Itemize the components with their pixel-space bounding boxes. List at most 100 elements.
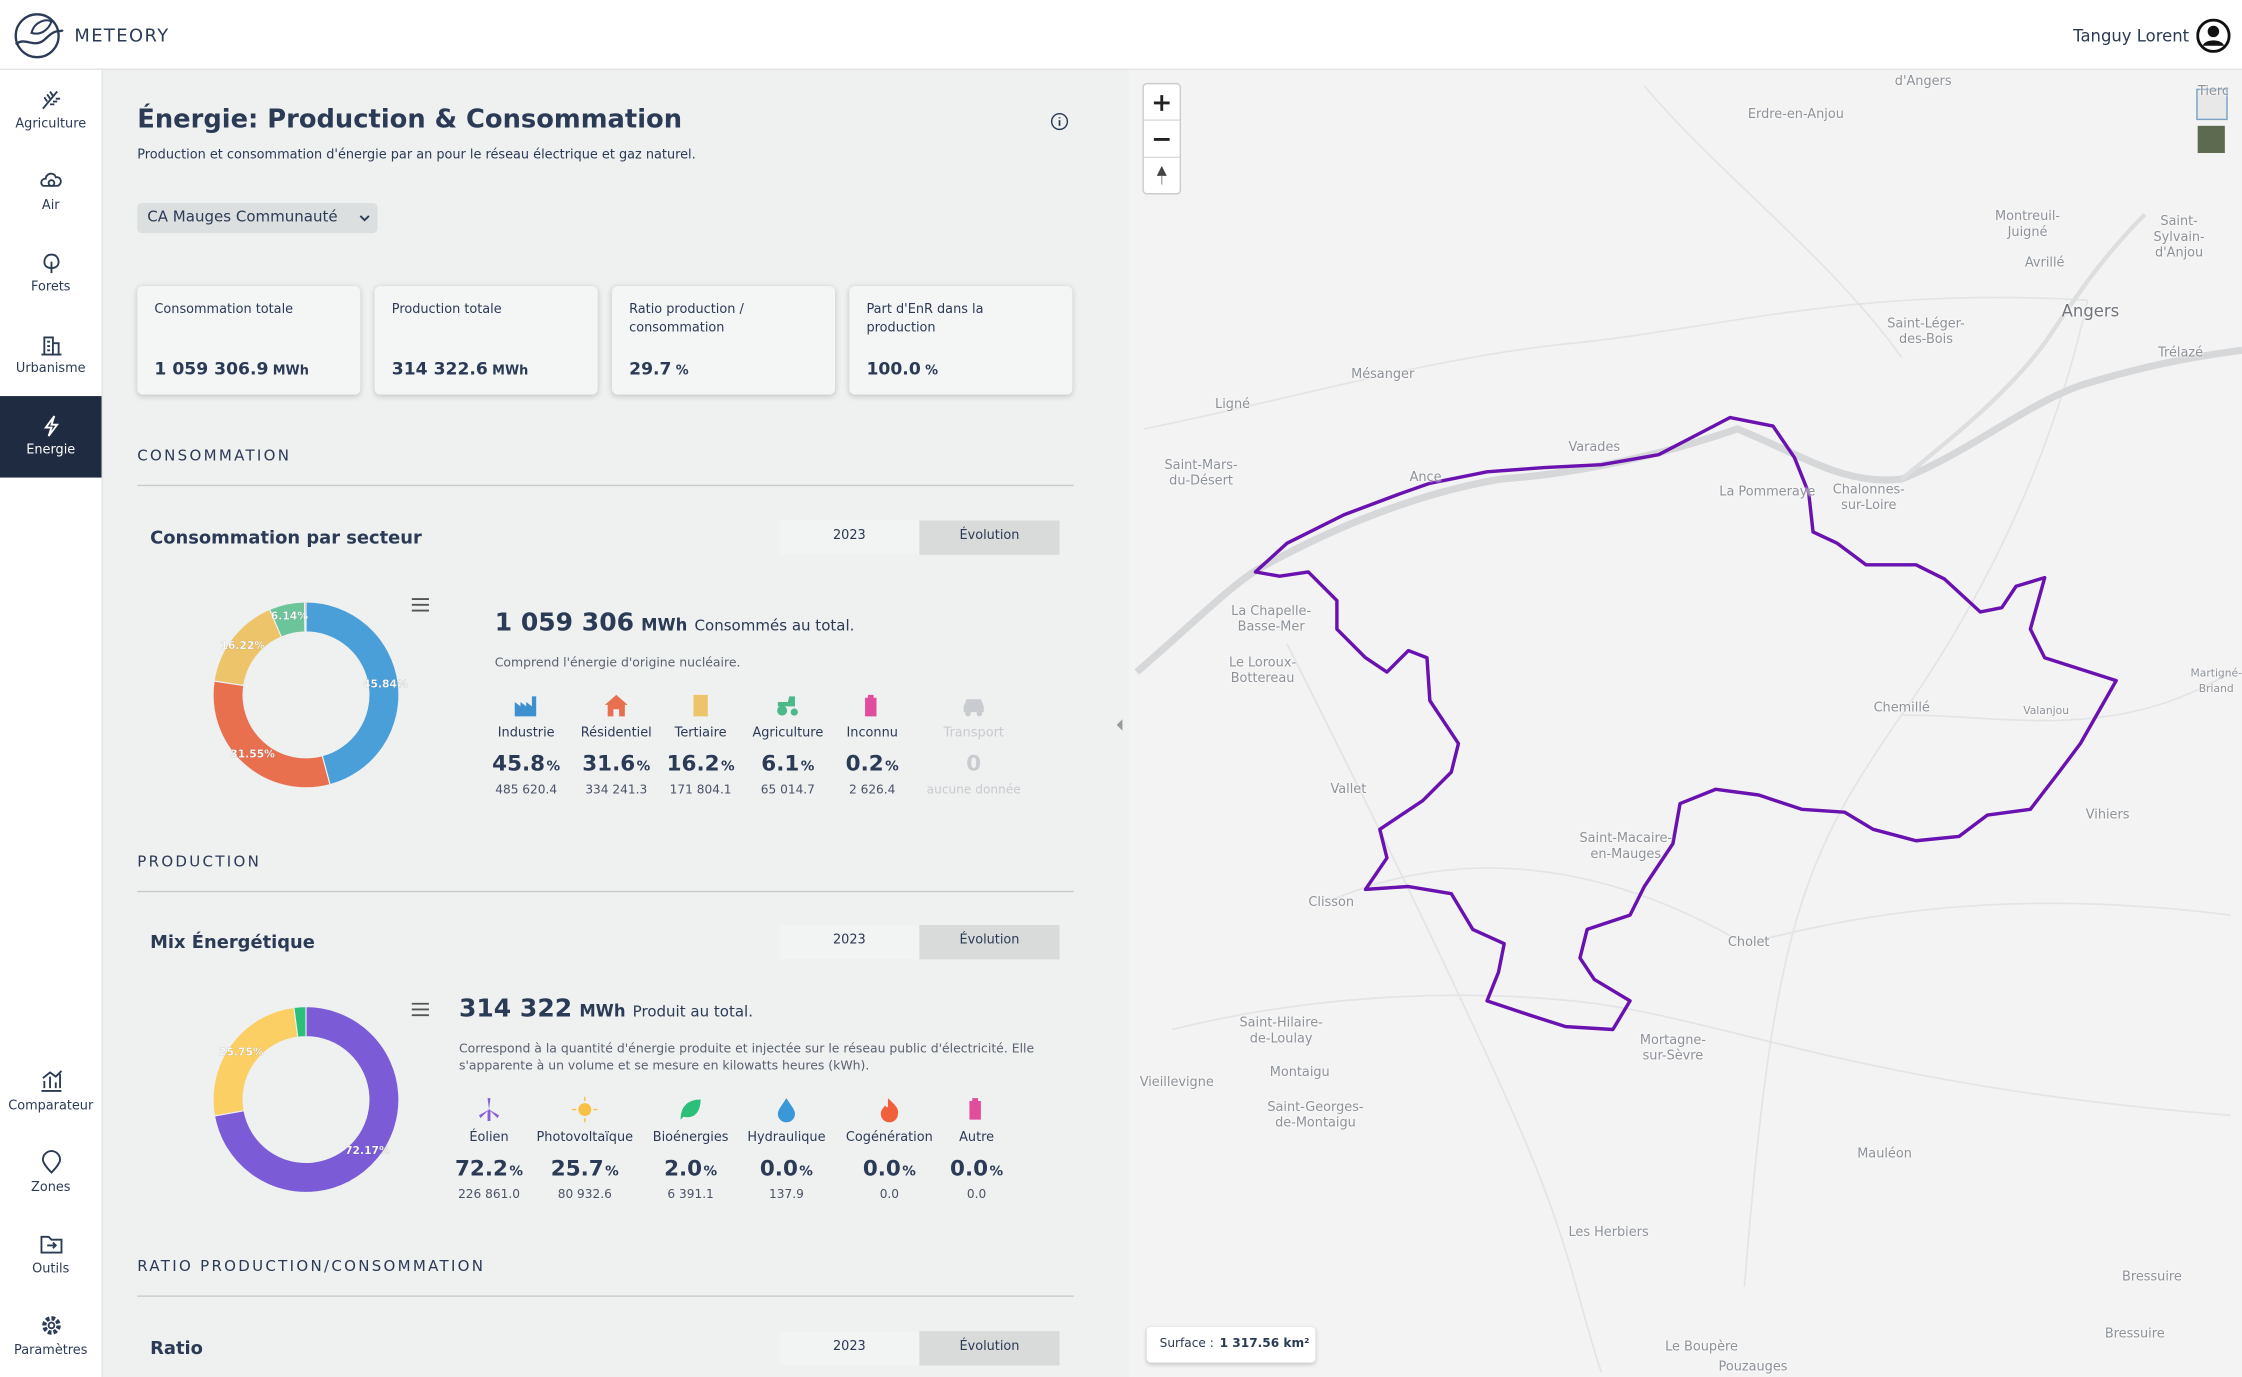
icon-shape [681, 1100, 701, 1120]
place-label: Saint-Sylvain- d'Anjou [2148, 215, 2211, 262]
kpi-unit: MWh [492, 365, 528, 379]
collapse-handle[interactable] [1114, 718, 1125, 732]
chart-menu[interactable] [410, 596, 430, 613]
total-note: Correspond à la quantité d'énergie produ… [459, 1041, 1067, 1075]
nav-icon[interactable] [39, 332, 65, 358]
item-pct-value: 72.2 [455, 1155, 508, 1181]
item-pct: 0.2% [815, 749, 929, 776]
nav-icon[interactable] [39, 169, 65, 195]
info-icon[interactable] [1050, 112, 1070, 132]
donut-segment [213, 1007, 298, 1116]
tab-label[interactable]: 2023 [779, 934, 919, 948]
nav-item[interactable]: Agriculture [0, 70, 102, 152]
icon-shape [778, 696, 795, 706]
card-title: Consommation par secteur [150, 526, 422, 547]
zone-value[interactable]: CA Mauges Communauté [147, 209, 337, 226]
tab[interactable]: 2023 [779, 520, 919, 554]
kpi-label: Consommation totale [154, 302, 333, 321]
place-label: Angers [2062, 304, 2120, 320]
nav-icon[interactable] [39, 87, 65, 113]
nav-icon[interactable] [39, 1313, 65, 1339]
nav-label[interactable]: Paramètres [0, 1344, 102, 1358]
map-bg [1130, 70, 2242, 1377]
kpi-unit: % [676, 365, 689, 379]
item-pct-value: 0.2 [846, 751, 884, 777]
place-label: Montreuil- Juigné [1995, 210, 2060, 241]
compass[interactable] [1157, 166, 1167, 176]
tab-label[interactable]: Évolution [919, 529, 1059, 543]
tab[interactable]: Évolution [919, 925, 1059, 959]
nav-item[interactable]: Outils [0, 1205, 102, 1287]
item-pct-unit: % [799, 1164, 813, 1180]
nav-item[interactable]: Urbanisme [0, 315, 102, 397]
zoom-in[interactable] [1154, 95, 1170, 111]
icon-shape [778, 1098, 795, 1122]
nav-icon[interactable] [39, 413, 65, 439]
layer-satellite[interactable] [2198, 126, 2225, 153]
donut-segment [305, 602, 306, 632]
tab[interactable]: 2023 [779, 925, 919, 959]
nav-item[interactable]: Forets [0, 233, 102, 315]
logo-leaf [31, 20, 51, 33]
chevron[interactable] [357, 212, 371, 226]
zoom-controls[interactable] [1142, 83, 1181, 195]
avatar[interactable] [2196, 19, 2230, 53]
page-title: Énergie: Production & Consommation [137, 104, 682, 134]
tab[interactable]: Évolution [919, 520, 1059, 554]
zoom-icons [1144, 84, 1180, 193]
tabs: 2023Évolution [779, 520, 1059, 554]
nav-icon[interactable] [39, 1068, 65, 1094]
nav-icon[interactable] [39, 250, 65, 276]
tab-label[interactable]: 2023 [779, 529, 919, 543]
nav-label[interactable]: Outils [0, 1263, 102, 1277]
place-label: Vallet [1330, 783, 1366, 799]
card-title: Ratio [150, 1337, 203, 1358]
tab[interactable]: 2023 [779, 1331, 919, 1365]
donut-segment [213, 681, 330, 788]
tab[interactable]: Évolution [919, 1331, 1059, 1365]
nav-label[interactable]: Forets [0, 280, 102, 294]
nav-item[interactable]: Energie [0, 396, 102, 478]
chart-menu[interactable] [410, 1001, 430, 1018]
icon-shape [969, 1098, 980, 1119]
kpi-number: 1 059 306.9 [154, 359, 268, 379]
nav-item[interactable]: Zones [0, 1124, 102, 1206]
kpi-value: 100.0% [866, 353, 937, 380]
nav-label[interactable]: Air [0, 199, 102, 213]
nav-item[interactable]: Air [0, 152, 102, 234]
collapse-arrow[interactable] [1117, 719, 1123, 730]
tab-label[interactable]: Évolution [919, 1340, 1059, 1354]
place-label: Mésanger [1351, 368, 1414, 384]
kpi-card: Production totale314 322.6MWh [375, 286, 598, 395]
chevron-path [360, 216, 369, 220]
donut-chart: 72.17%25.75% [199, 992, 413, 1206]
nav-label[interactable]: Agriculture [0, 117, 102, 131]
section-rule [137, 891, 1074, 892]
user-name[interactable]: Tanguy Lorent [2073, 26, 2189, 46]
tab-label[interactable]: Évolution [919, 934, 1059, 948]
item-pct-unit: % [989, 1164, 1003, 1180]
nav-label[interactable]: Zones [0, 1181, 102, 1195]
place-label: Le Loroux- Bottereau [1229, 656, 1296, 687]
nav-item[interactable]: Comparateur [0, 1042, 102, 1124]
nav-label[interactable]: Comparateur [0, 1100, 102, 1114]
nav-icon[interactable] [39, 1231, 65, 1257]
item-pct-value: 0.0 [950, 1155, 988, 1181]
page-subtitle: Production et consommation d'énergie par… [137, 149, 695, 163]
nav-label[interactable]: Urbanisme [0, 362, 102, 376]
section-heading: RATIO PRODUCTION/CONSOMMATION [137, 1258, 485, 1275]
zone-select[interactable]: CA Mauges Communauté [137, 203, 377, 233]
item-pct-unit: % [801, 759, 815, 775]
nav-label[interactable]: Energie [0, 443, 102, 457]
item-icon [964, 1097, 990, 1123]
icon-shape [44, 255, 58, 274]
surface-line: Surface :1 317.56 km² [1160, 1337, 1310, 1351]
kpi-unit: % [925, 365, 938, 379]
kpi-card: Consommation totale1 059 306.9MWh [137, 286, 360, 395]
total-value: 1 059 306 [495, 609, 634, 638]
nav-item[interactable]: Paramètres [0, 1287, 102, 1369]
nav-icon[interactable] [39, 1150, 65, 1176]
tab-label[interactable]: 2023 [779, 1340, 919, 1354]
